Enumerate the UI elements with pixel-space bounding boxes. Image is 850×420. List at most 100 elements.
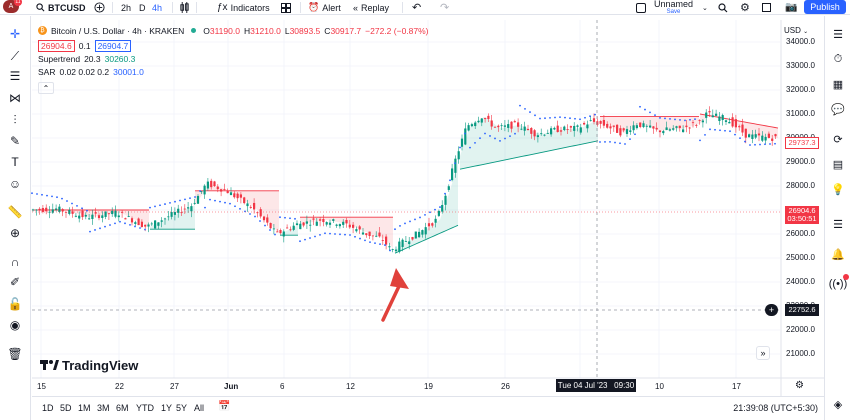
plus-icon: + <box>768 305 775 315</box>
indicators-icon: ƒx <box>217 2 228 13</box>
add-alert-plus-button[interactable]: + <box>765 304 778 316</box>
magnet-icon[interactable]: ∩ <box>10 255 20 269</box>
snapshot-button[interactable]: 📷 <box>785 1 797 14</box>
undo-button[interactable]: ↶ <box>412 1 421 14</box>
layers-icon[interactable]: ◈ <box>833 398 843 411</box>
sar-row[interactable]: SAR 0.02 0.02 0.2 30001.0 <box>38 66 144 77</box>
notifications-icon[interactable]: ☰ <box>833 218 843 231</box>
chat-icon[interactable]: 💬 <box>831 103 845 116</box>
visibility-icon[interactable]: ◉ <box>9 318 21 332</box>
crosshair-icon[interactable]: ✛ <box>9 27 21 41</box>
gear-icon: ⚙ <box>795 380 804 391</box>
sar-price-label: 29737.3 <box>785 137 819 149</box>
scroll-to-realtime-button[interactable]: » <box>756 346 770 360</box>
range-5d[interactable]: 5D <box>60 403 72 413</box>
candles <box>31 106 777 254</box>
brush-icon[interactable]: ✎ <box>9 134 21 148</box>
supertrend-row[interactable]: Supertrend 20.3 30260.3 <box>38 53 136 64</box>
time-tick-label: 19 <box>424 382 433 391</box>
low-value: 30893.5 <box>289 25 321 36</box>
buy-price[interactable]: 26904.7 <box>94 39 132 52</box>
range-3m[interactable]: 3M <box>97 403 110 413</box>
quick-search-button[interactable] <box>718 1 728 14</box>
interval-d[interactable]: D <box>139 2 146 13</box>
compare-symbol-button[interactable] <box>94 1 105 14</box>
currency-selector[interactable]: USD ⌄ <box>784 26 809 35</box>
calculator-icon[interactable]: ▤ <box>832 158 844 171</box>
chevron-up-icon: ⌃ <box>42 83 50 93</box>
time-tick-label: 15 <box>37 382 46 391</box>
fullscreen-button[interactable] <box>762 1 771 14</box>
settings-button[interactable]: ⚙ <box>740 1 750 14</box>
interval-4h[interactable]: 4h <box>152 2 163 13</box>
measure-tools-icon[interactable]: ⫶ <box>13 112 17 127</box>
checkbox-icon <box>636 2 646 13</box>
close-value: 30917.7 <box>330 25 362 36</box>
range-1y[interactable]: 1Y <box>161 403 173 413</box>
alert-button[interactable]: ⏰ Alert <box>308 2 341 13</box>
ideas-icon[interactable]: ⟳ <box>833 133 843 146</box>
high-value: 31210.0 <box>250 25 281 36</box>
collapse-legend-button[interactable]: ⌃ <box>38 82 54 94</box>
price-tick-label: 28000.0 <box>786 181 815 190</box>
sell-price[interactable]: 26904.6 <box>38 39 75 52</box>
lightbulb-icon[interactable]: 💡 <box>831 183 845 196</box>
emoji-icon[interactable]: ☺ <box>8 177 22 191</box>
price-tick-label: 33000.0 <box>786 61 815 70</box>
chart-type-button[interactable] <box>179 1 190 14</box>
range-ytd[interactable]: YTD <box>136 403 154 413</box>
replay-button[interactable]: «Replay <box>353 2 390 13</box>
layout-checkbox[interactable] <box>636 1 646 14</box>
crosshair-time-label: Tue 04 Jul '23 09:30 <box>556 379 636 392</box>
bell-icon[interactable]: 🔔 <box>831 248 845 261</box>
ruler-icon[interactable]: 📏 <box>7 205 23 219</box>
undo-icon: ↶ <box>412 2 422 14</box>
chart-settings-button[interactable]: ⚙ <box>795 380 804 391</box>
redo-button[interactable]: ↷ <box>440 1 449 14</box>
layout-menu-button[interactable]: ⌄ <box>702 1 708 14</box>
user-avatar[interactable]: A 11 <box>3 0 22 13</box>
trash-icon[interactable]: 🗑 <box>7 347 23 361</box>
gear-icon: ⚙ <box>740 2 750 14</box>
indicators-button[interactable]: ƒx Indicators <box>217 1 270 14</box>
range-6m[interactable]: 6M <box>116 403 129 413</box>
goto-date-button[interactable]: 📅 <box>218 401 230 412</box>
price-tick-label: 21000.0 <box>786 349 815 358</box>
spread-value: 0.1 <box>78 40 91 51</box>
pattern-icon[interactable]: ⋈ <box>9 91 21 105</box>
layout-name-button[interactable]: Unnamed Save <box>654 0 693 15</box>
range-5y[interactable]: 5Y <box>176 403 188 413</box>
interval-2h[interactable]: 2h <box>121 2 132 13</box>
indicators-label: Indicators <box>230 2 270 13</box>
symbol-search[interactable]: BTCUSD <box>36 1 86 14</box>
sar-value: 30001.0 <box>113 66 144 77</box>
alerts-clock-icon[interactable]: ⏱ <box>833 52 843 65</box>
time-tick-label: 17 <box>732 382 741 391</box>
calendar-icon[interactable]: ▦ <box>832 78 844 91</box>
publish-button[interactable]: Publish <box>804 0 846 14</box>
watchlist-icon[interactable]: ☰ <box>833 28 843 41</box>
bid-ask-row: 26904.6 0.1 26904.7 <box>38 39 429 52</box>
templates-button[interactable] <box>281 1 291 14</box>
text-icon[interactable]: T <box>11 155 19 169</box>
trend-line-icon[interactable]: ⟋ <box>10 48 20 63</box>
lock-icon[interactable]: 🔓 <box>7 297 23 311</box>
price-tick-label: 25000.0 <box>786 253 815 262</box>
time-tick-label: 22 <box>115 382 124 391</box>
clock-timezone[interactable]: 21:39:08 (UTC+5:30) <box>733 403 818 413</box>
annotation-arrow <box>381 268 409 322</box>
lock-drawings-icon[interactable]: ✐ <box>9 275 21 289</box>
camera-icon: 📷 <box>785 2 798 13</box>
time-tick-label: 27 <box>170 382 179 391</box>
widget-bar: ☰ ⏱ ▦ 💬 ⟳ ▤ 💡 ☰ 🔔 ((•)) ◈ <box>824 16 850 420</box>
broadcast-icon[interactable]: ((•)) <box>829 274 849 292</box>
range-all[interactable]: All <box>194 403 205 413</box>
range-1m[interactable]: 1M <box>78 403 91 413</box>
range-1d[interactable]: 1D <box>42 403 54 413</box>
top-toolbar: A 11 BTCUSD 2h D 4h ƒx Indicators ⏰ Alert «… <box>0 0 850 15</box>
zoom-icon[interactable]: ⊕ <box>9 226 21 240</box>
chart-title[interactable]: Bitcoin / U.S. Dollar · 4h · KRAKEN <box>51 25 185 36</box>
fib-icon[interactable]: ☰ <box>9 69 21 83</box>
